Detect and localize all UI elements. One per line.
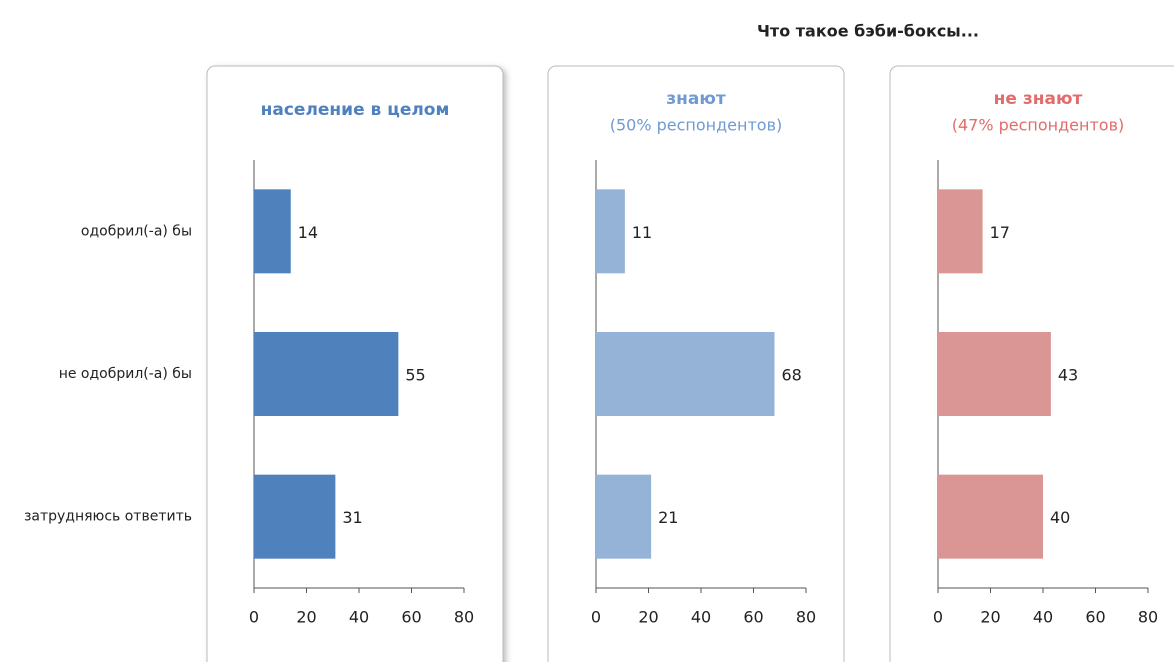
bar: [938, 189, 983, 274]
bar: [938, 474, 1043, 559]
bar: [596, 189, 625, 274]
x-tick-label: 80: [796, 608, 816, 627]
value-label: 31: [342, 508, 362, 527]
chart-title: население в целом: [261, 100, 450, 120]
x-tick-label: 60: [401, 608, 421, 627]
x-tick-label: 80: [454, 608, 474, 627]
x-tick-label: 20: [638, 608, 658, 627]
value-label: 11: [632, 223, 652, 242]
bar: [254, 332, 399, 416]
value-label: 40: [1050, 508, 1070, 527]
x-tick-label: 60: [1085, 608, 1105, 627]
category-label: затрудняюсь ответить: [24, 509, 192, 525]
x-tick-label: 0: [591, 608, 601, 627]
value-label: 14: [298, 223, 318, 242]
chart-title: не знают: [994, 89, 1083, 109]
x-tick-label: 40: [691, 608, 711, 627]
x-tick-label: 80: [1138, 608, 1158, 627]
bar: [254, 189, 291, 274]
category-label: не одобрил(-а) бы: [59, 366, 192, 382]
value-label: 17: [990, 223, 1010, 242]
x-tick-label: 40: [349, 608, 369, 627]
bar: [938, 332, 1051, 416]
x-tick-label: 20: [296, 608, 316, 627]
x-tick-label: 40: [1033, 608, 1053, 627]
value-label: 55: [405, 366, 425, 385]
x-tick-label: 20: [980, 608, 1000, 627]
page-title: Что такое бэби-боксы...: [757, 22, 979, 41]
x-tick-label: 0: [249, 608, 259, 627]
category-label: одобрил(-а) бы: [81, 223, 192, 239]
value-label: 68: [782, 366, 802, 385]
bar: [596, 474, 652, 559]
x-tick-label: 60: [743, 608, 763, 627]
chart-subtitle: (50% респондентов): [610, 116, 783, 135]
chart-subtitle: (47% респондентов): [952, 116, 1125, 135]
value-label: 21: [658, 508, 678, 527]
value-label: 43: [1058, 366, 1078, 385]
chart-title: знают: [666, 89, 726, 109]
bar: [596, 332, 775, 416]
bar: [254, 474, 336, 559]
x-tick-label: 0: [933, 608, 943, 627]
